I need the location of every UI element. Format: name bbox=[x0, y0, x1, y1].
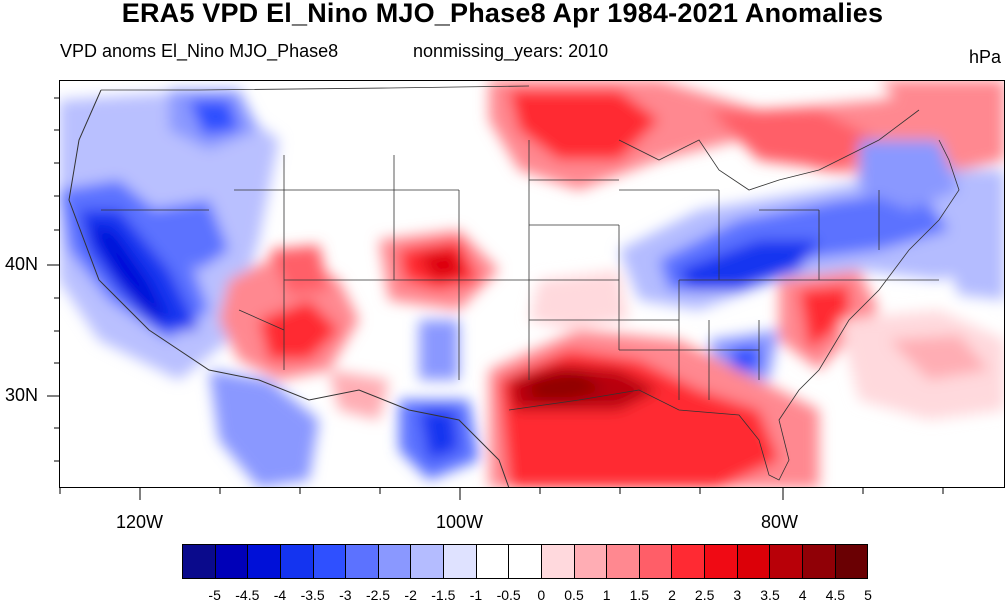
units-label: hPa bbox=[968, 47, 1001, 67]
colorbar-box bbox=[215, 545, 249, 578]
colorbar-label: -2 bbox=[404, 587, 417, 603]
left-subtitle: VPD anoms El_Nino MJO_Phase8 bbox=[60, 41, 339, 61]
colorbar-label: -4.5 bbox=[235, 587, 260, 603]
axis-ticks bbox=[47, 97, 944, 500]
center-subtitle: nonmissing_years: 2010 bbox=[413, 41, 609, 61]
colorbar-box bbox=[313, 545, 347, 578]
colorbar-label: 3.5 bbox=[760, 587, 780, 603]
colorbar-label: 0 bbox=[537, 587, 546, 603]
colorbar-label: 1 bbox=[602, 587, 611, 603]
colorbar-label: 2.5 bbox=[694, 587, 715, 603]
colorbar-label: -3.5 bbox=[300, 587, 325, 603]
colorbar-box bbox=[639, 545, 673, 578]
colorbar-box bbox=[835, 545, 868, 578]
colorbar-label: 4 bbox=[798, 587, 807, 603]
lon-label-100w: 100W bbox=[436, 512, 484, 532]
anomaly-map bbox=[59, 80, 1005, 488]
lat-label-30n: 30N bbox=[5, 385, 39, 405]
colorbar-box bbox=[444, 545, 477, 578]
boundary-lines bbox=[68, 85, 960, 488]
colorbar-box bbox=[476, 545, 510, 578]
colorbar-box bbox=[411, 545, 444, 578]
colorbar-box bbox=[183, 545, 216, 578]
colorbar-box bbox=[574, 545, 608, 578]
colorbar-label: -4 bbox=[273, 587, 287, 603]
colorbar-label: 5 bbox=[864, 587, 872, 603]
lon-label-120w: 120W bbox=[116, 512, 164, 532]
colorbar-labels: -5 -4.5 -4 -3.5 -3 -2.5 -2 -1.5 -1 -0.5 0 0.5 1 1.5 2 2… bbox=[0, 587, 1005, 607]
colorbar-label: -1 bbox=[469, 587, 483, 603]
colorbar-box bbox=[541, 545, 575, 578]
colorbar-box bbox=[737, 545, 771, 578]
anomaly-map-svg bbox=[59, 80, 1005, 488]
colorbar-label: 3 bbox=[733, 587, 742, 603]
plot-title: ERA5 VPD El_Nino MJO_Phase8 Apr 1984-202… bbox=[121, 0, 884, 28]
colorbar-label: 0.5 bbox=[564, 587, 584, 603]
colorbar-label: 2 bbox=[668, 587, 676, 603]
colorbar-label: 4.5 bbox=[825, 587, 846, 603]
colorbar-box bbox=[802, 545, 836, 578]
colorbar-box bbox=[346, 545, 379, 578]
lat-label-40n: 40N bbox=[5, 254, 39, 274]
colorbar-label: -2.5 bbox=[365, 587, 391, 603]
colorbar-box bbox=[509, 545, 542, 578]
colorbar-box bbox=[378, 545, 412, 578]
colorbar-label: 1.5 bbox=[629, 587, 650, 603]
colorbar-box bbox=[248, 545, 281, 578]
colorbar-label: -1.5 bbox=[431, 587, 456, 603]
colorbar bbox=[182, 544, 868, 579]
lon-label-80w: 80W bbox=[761, 512, 799, 532]
colorbar-box bbox=[607, 545, 640, 578]
colorbar-label: -0.5 bbox=[496, 587, 521, 603]
colorbar-box bbox=[770, 545, 803, 578]
colorbar-label: -3 bbox=[339, 587, 352, 603]
colorbar-box bbox=[280, 545, 314, 578]
colorbar-label: -5 bbox=[208, 587, 221, 603]
colorbar-box bbox=[705, 545, 738, 578]
colorbar-box bbox=[672, 545, 705, 578]
